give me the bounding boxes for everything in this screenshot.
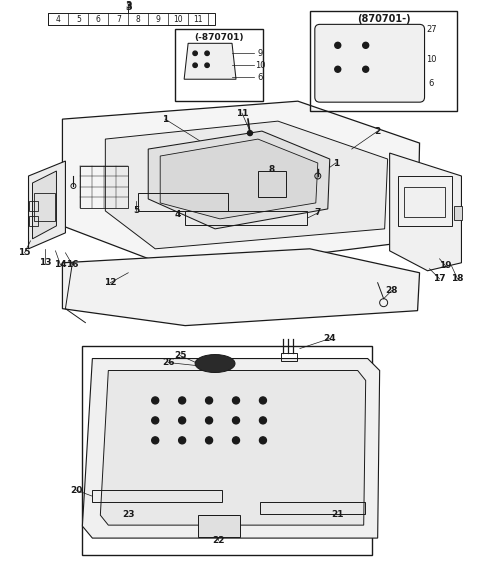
Text: 27: 27 (426, 25, 437, 34)
Text: 19: 19 (439, 261, 452, 270)
Text: 1: 1 (162, 115, 168, 123)
Circle shape (260, 437, 266, 444)
Polygon shape (148, 131, 330, 229)
Bar (34, 193, 56, 221)
Circle shape (335, 66, 341, 72)
Bar (28, 201, 38, 211)
Text: 12: 12 (104, 278, 117, 287)
Bar (175, 29, 263, 101)
Circle shape (260, 397, 266, 404)
Text: 5: 5 (133, 207, 139, 215)
Text: 11: 11 (236, 108, 248, 118)
Circle shape (205, 51, 209, 55)
Text: 7: 7 (314, 208, 321, 218)
Bar (258, 171, 286, 197)
Circle shape (232, 437, 240, 444)
Text: 22: 22 (212, 535, 224, 545)
Text: 3: 3 (125, 2, 132, 12)
Text: 11: 11 (193, 15, 203, 24)
Circle shape (205, 397, 213, 404)
Text: 7: 7 (116, 15, 121, 24)
Text: 10: 10 (173, 15, 183, 24)
Bar (260, 502, 365, 514)
Circle shape (205, 417, 213, 424)
Circle shape (205, 437, 213, 444)
Text: 16: 16 (66, 260, 79, 269)
Bar (92, 490, 222, 502)
Polygon shape (390, 153, 461, 271)
Text: 14: 14 (54, 260, 67, 269)
Circle shape (363, 66, 369, 72)
Bar (28, 216, 38, 226)
Circle shape (152, 417, 159, 424)
Circle shape (205, 63, 209, 68)
Text: 24: 24 (324, 334, 336, 343)
Bar (80, 166, 128, 208)
Text: (-870701): (-870701) (194, 33, 244, 42)
Text: 10: 10 (255, 61, 265, 70)
Circle shape (363, 42, 369, 48)
Text: 10: 10 (426, 55, 437, 64)
Text: 15: 15 (18, 248, 31, 257)
Circle shape (335, 42, 341, 48)
Text: 1: 1 (333, 159, 339, 167)
Text: 2: 2 (374, 126, 381, 136)
Text: 4: 4 (56, 15, 61, 24)
Text: 3: 3 (125, 1, 132, 10)
Text: 4: 4 (175, 211, 181, 219)
Text: 23: 23 (122, 509, 134, 519)
Bar (198, 515, 240, 537)
Text: 9: 9 (257, 49, 263, 58)
Polygon shape (83, 358, 380, 538)
Circle shape (152, 437, 159, 444)
Bar (455, 206, 462, 220)
Ellipse shape (195, 354, 235, 373)
Circle shape (152, 397, 159, 404)
Bar (48, 13, 215, 25)
Text: 25: 25 (174, 351, 186, 360)
Circle shape (248, 130, 252, 136)
Bar (404, 187, 445, 217)
Text: (870701-): (870701-) (357, 14, 410, 24)
Bar (397, 176, 453, 226)
Polygon shape (28, 161, 65, 249)
Circle shape (232, 417, 240, 424)
Circle shape (193, 63, 197, 68)
Bar (310, 12, 457, 111)
Polygon shape (33, 171, 57, 239)
Text: 8: 8 (136, 15, 141, 24)
Circle shape (179, 417, 186, 424)
Polygon shape (160, 139, 318, 219)
Circle shape (179, 437, 186, 444)
Bar (83, 346, 372, 555)
Bar (281, 353, 297, 361)
Text: 13: 13 (39, 258, 52, 267)
Polygon shape (105, 121, 388, 249)
Circle shape (232, 397, 240, 404)
Polygon shape (100, 370, 366, 525)
Text: 17: 17 (433, 274, 446, 283)
Bar (138, 193, 228, 211)
FancyBboxPatch shape (315, 24, 424, 102)
Text: 9: 9 (156, 15, 161, 24)
Text: 28: 28 (385, 286, 398, 295)
Text: 6: 6 (257, 73, 263, 82)
Polygon shape (62, 101, 420, 271)
Text: 6: 6 (96, 15, 101, 24)
Text: 6: 6 (429, 78, 434, 88)
Text: 20: 20 (70, 486, 83, 494)
Text: 26: 26 (162, 358, 174, 367)
Circle shape (179, 397, 186, 404)
Polygon shape (62, 249, 420, 325)
Text: 21: 21 (332, 509, 344, 519)
Text: 18: 18 (451, 274, 464, 283)
Polygon shape (184, 43, 236, 79)
Bar (185, 211, 307, 225)
Circle shape (193, 51, 197, 55)
Circle shape (260, 417, 266, 424)
Text: 5: 5 (76, 15, 81, 24)
Text: 8: 8 (269, 164, 275, 174)
